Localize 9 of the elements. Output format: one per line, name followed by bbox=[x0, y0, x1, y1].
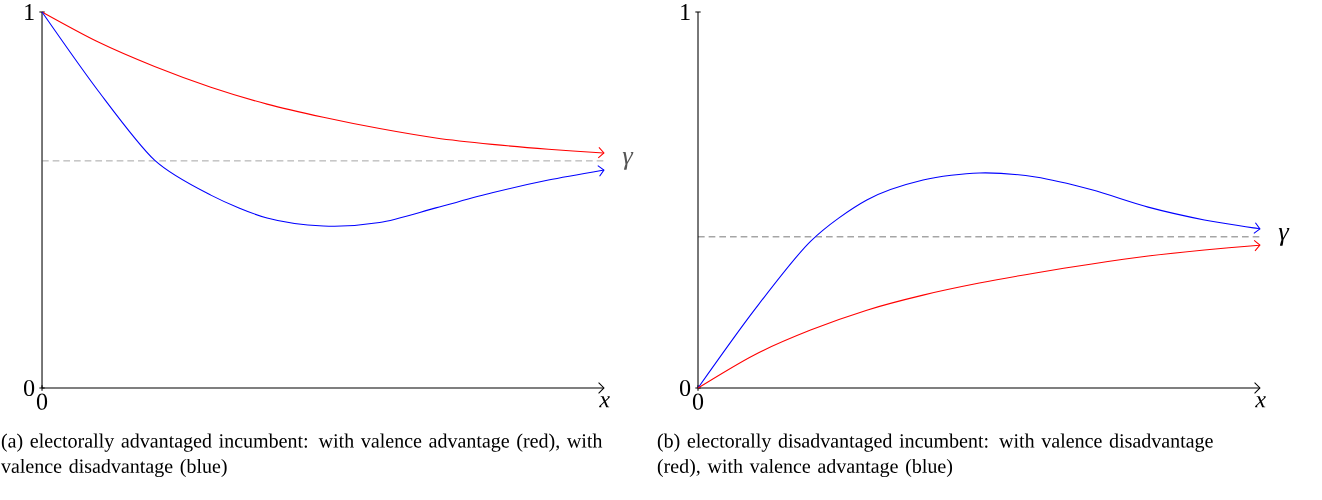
text: (b) electorally disadvantaged incumbent: with valence disadvantage (red), with valence advantage (blue) bbox=[657, 433, 1213, 478]
y-tick-label: 1 bbox=[25, 4, 34, 20]
text: (a) electorally advantaged incumbent: with valence advantage (red), with valence disadvantage (blue) bbox=[0, 433, 603, 478]
y-tick-label: 1 bbox=[681, 4, 690, 20]
line-series bbox=[41, 11, 605, 227]
x-axis-title: x bbox=[1255, 396, 1266, 408]
ref-line-label: γ bbox=[1278, 227, 1290, 246]
x-axis-title: x bbox=[599, 396, 610, 408]
ref-line-label: γ bbox=[622, 151, 634, 170]
